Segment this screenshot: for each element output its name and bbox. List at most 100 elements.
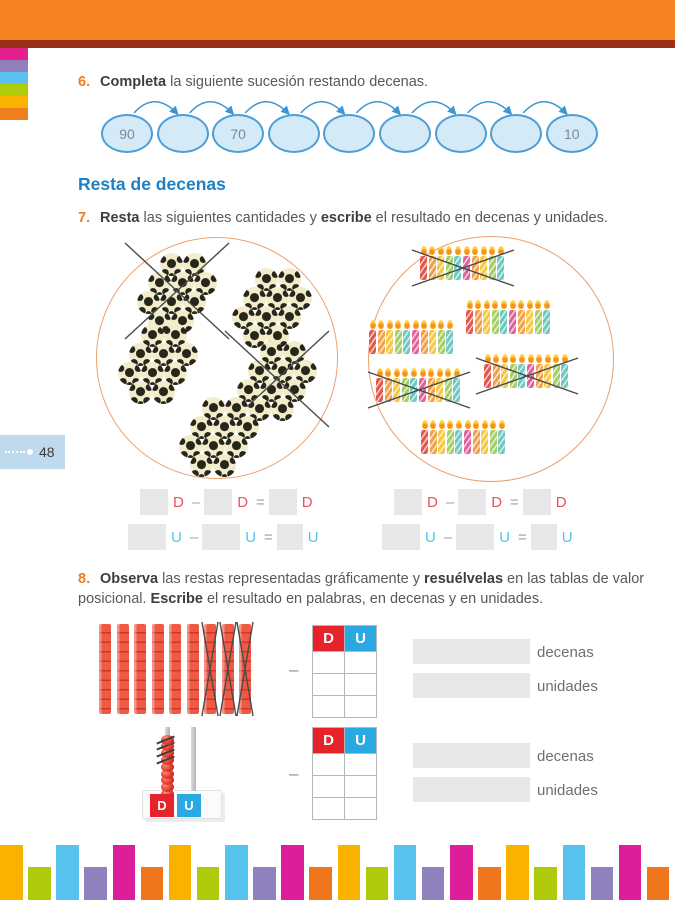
table-cell[interactable] [344,797,377,820]
sequence-oval[interactable] [434,114,487,153]
answer-box-unidades[interactable] [413,777,530,802]
candle-body [480,256,488,280]
candle-body [444,378,452,402]
d-label: D [173,493,184,511]
place-value-table-2: D U [312,727,377,820]
candle-flame-icon [446,246,453,255]
soccer-ball [194,272,217,295]
equation-set-balls: D – D = D U – U = U [128,489,323,550]
soccer-ball [271,360,294,383]
answer-box-decenas[interactable] [413,743,530,768]
candle [420,320,428,354]
candle-flame-icon [483,300,490,309]
table-cell[interactable] [344,673,377,696]
sequence-oval[interactable] [379,114,431,153]
answer-box[interactable] [204,489,233,515]
equals-sign: = [510,493,519,511]
candle-body [474,310,482,334]
table-cell[interactable] [312,753,345,776]
candle-flame-icon [526,300,533,309]
abacus-cube-u: U [177,794,201,817]
candle-flame-icon [446,320,453,329]
candle [471,246,479,280]
answer-box[interactable] [382,524,420,550]
table-cell[interactable] [344,651,377,674]
footer-bar [281,845,304,900]
answer-box[interactable] [458,489,487,515]
candle-flame-icon [475,300,482,309]
candle [480,246,488,280]
answer-box[interactable] [522,489,551,515]
soccer-ball [213,454,236,477]
table-header-u: U [344,727,377,754]
table-cell[interactable] [344,775,377,798]
candle-flame-icon [378,320,385,329]
candle-flame-icon [463,246,470,255]
candle-body [534,310,542,334]
candle-body [420,330,428,354]
sequence-oval[interactable] [490,114,543,153]
candle-flame-icon [518,300,525,309]
table-row [312,695,377,718]
candle-body [552,364,560,388]
candle [466,300,473,334]
candle [509,300,516,334]
exercise-7-verb2: escribe [320,210,372,226]
place-value-table-1: D U [312,625,377,718]
table-cell[interactable] [344,695,377,718]
answer-box[interactable] [530,524,557,550]
rod-cross-icon [201,621,219,717]
candle [401,368,409,402]
answer-box[interactable] [202,524,241,550]
answer-box-decenas[interactable] [413,639,530,664]
candle-flame-icon [509,300,516,309]
candle-flame-icon [501,354,508,363]
sequence-oval[interactable] [156,114,209,153]
candle-body [497,256,505,280]
abacus-bead [161,768,174,779]
leader-dot-icon [27,449,33,455]
candle-flame-icon [429,320,436,329]
sequence-arrow [355,101,402,116]
table-cell[interactable] [312,695,345,718]
unidades-equation: U – U = U [128,524,323,550]
table-cell[interactable] [312,775,345,798]
candle [437,246,445,280]
sequence-oval[interactable] [267,114,320,153]
table-cell[interactable] [344,753,377,776]
table-cell[interactable] [312,651,345,674]
soccer-ball [225,435,248,458]
candle-flame-icon [421,320,428,329]
candle-flame-icon [445,368,452,377]
footer-bar [309,867,332,900]
answer-box[interactable] [128,524,166,550]
table-cell[interactable] [312,797,345,820]
answer-box[interactable] [276,524,303,550]
footer-bar [534,867,557,900]
candle-body [403,330,411,354]
answer-box[interactable] [456,524,495,550]
exercise-8-verb3: Escribe [150,591,203,607]
candle-flame-icon [518,354,525,363]
u-label: U [561,528,573,546]
candle-flame-icon [421,420,428,429]
answer-box[interactable] [140,489,168,515]
footer-bar [140,867,164,900]
candle-flame-icon [454,246,461,255]
candle [491,300,499,334]
footer-bar [478,867,501,900]
base-ten-rod [169,624,181,714]
footer-bar [421,867,445,900]
minus-sign: – [191,493,201,511]
candle-body [429,330,437,354]
answer-box[interactable] [268,489,297,515]
d-label: D [555,493,567,511]
abacus-bead [161,748,174,759]
table-cell[interactable] [312,673,345,696]
answer-box[interactable] [394,489,422,515]
candle-body [394,330,402,354]
sequence-oval[interactable] [323,114,376,153]
answer-box-unidades[interactable] [413,673,530,698]
candle-body [438,430,446,454]
candle [393,368,401,402]
